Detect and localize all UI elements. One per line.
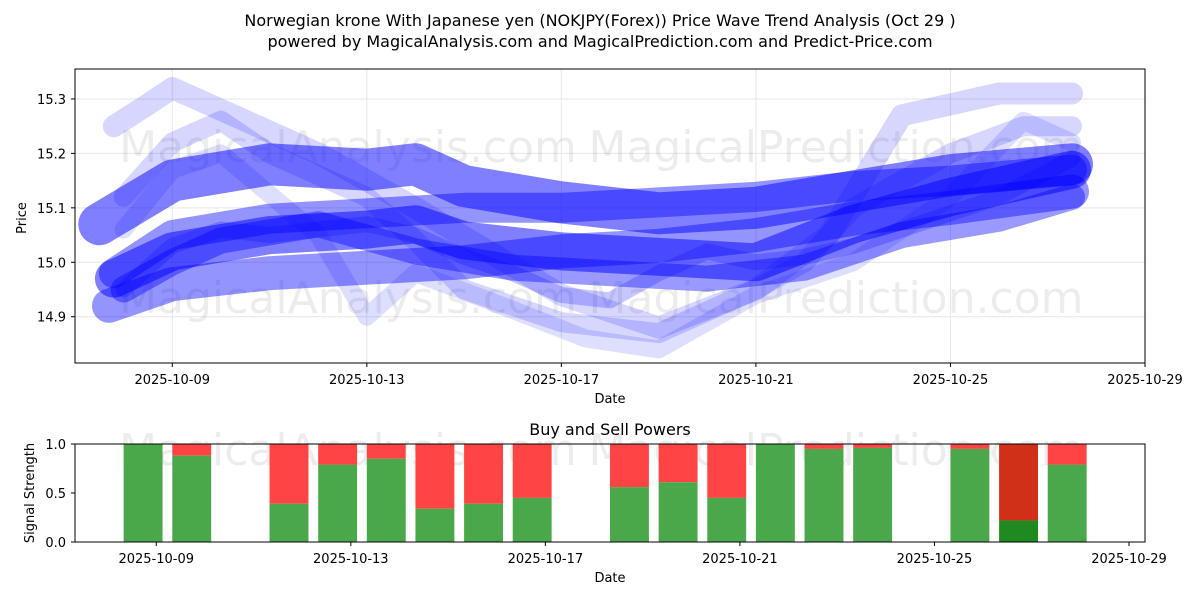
power-y-axis: 0.0 0.5 1.0: [45, 438, 75, 551]
price-x-tick-label-2: 2025-10-17: [524, 373, 600, 388]
power-chart-title: Buy and Sell Powers: [529, 420, 691, 439]
sell-power-bar-2: [269, 444, 309, 504]
price-wave-9: [115, 150, 1080, 309]
watermark-top-4: MagicalPrediction.com: [589, 273, 1084, 324]
price-wave-6: [102, 77, 1083, 339]
price-wave-3: [92, 174, 1089, 323]
sell-power-bar-7: [512, 444, 552, 498]
sell-power-bar-12: [804, 444, 844, 449]
power-x-tick-label-3: 2025-10-21: [702, 552, 778, 567]
sell-power-bar-8: [610, 444, 649, 488]
sell-power-bar-10: [707, 444, 747, 498]
power-y-axis-label: Signal Strength: [23, 443, 38, 543]
power-y-tick-label-2: 1.0: [45, 438, 66, 453]
price-wave-7: [113, 110, 1082, 344]
chart-title-line1: Norwegian krone With Japanese yen (NOKJP…: [244, 11, 955, 30]
sell-power-bar-3: [318, 444, 358, 465]
price-x-axis: 2025-10-09 2025-10-13 2025-10-17 2025-10-21…: [134, 363, 1183, 388]
price-y-tick-label-2: 15.1: [37, 202, 66, 217]
power-x-tick-label-0: 2025-10-09: [118, 552, 194, 567]
price-y-tick-label-1: 15.0: [37, 256, 66, 271]
buy-power-bar-14: [950, 448, 990, 542]
price-wave-series: [78, 77, 1093, 359]
price-x-axis-label: Date: [594, 392, 625, 407]
buy-power-bar-10: [707, 497, 747, 542]
sell-power-bar-9: [658, 444, 698, 483]
power-bars: [123, 444, 1087, 542]
price-wave-5: [110, 183, 1085, 303]
buy-power-bar-2: [269, 503, 309, 542]
price-wave-8: [114, 111, 1081, 359]
chart-title-line2: powered by MagicalAnalysis.com and Magic…: [267, 32, 932, 51]
buy-power-bar-1: [172, 455, 212, 542]
buy-power-bar-8: [610, 487, 649, 542]
sell-power-bar-13: [853, 444, 893, 448]
buy-power-bar-4: [366, 458, 406, 542]
buy-power-bar-15: [999, 520, 1038, 542]
buy-power-bar-16: [1047, 464, 1087, 542]
sell-power-bar-1: [172, 444, 212, 456]
power-x-tick-label-5: 2025-10-29: [1091, 552, 1167, 567]
sell-power-bar-6: [464, 444, 503, 504]
buy-power-bar-13: [853, 447, 893, 542]
power-y-tick-label-0: 0.0: [45, 536, 66, 551]
sell-power-bar-15: [999, 444, 1038, 521]
buy-power-bar-0: [123, 444, 163, 542]
price-x-tick-label-1: 2025-10-13: [329, 373, 405, 388]
price-x-tick-label-4: 2025-10-25: [913, 373, 989, 388]
buy-power-bar-5: [415, 508, 455, 542]
price-x-tick-label-3: 2025-10-21: [718, 373, 794, 388]
price-wave-2: [94, 150, 1091, 298]
power-x-tick-label-2: 2025-10-17: [508, 552, 584, 567]
price-wave-1: [78, 143, 1093, 246]
price-y-tick-label-0: 14.9: [37, 311, 66, 326]
sell-power-bar-4: [366, 444, 406, 459]
power-x-tick-label-1: 2025-10-13: [313, 552, 389, 567]
power-x-axis: 2025-10-09 2025-10-13 2025-10-17 2025-10-21…: [118, 542, 1167, 567]
buy-power-bar-3: [318, 464, 358, 542]
price-x-tick-label-5: 2025-10-29: [1107, 373, 1183, 388]
price-y-axis-label: Price: [15, 202, 30, 234]
watermark-top-3: MagicalAnalysis.com: [119, 273, 577, 324]
price-wave-4: [98, 154, 1087, 289]
power-y-tick-label-1: 0.5: [45, 487, 66, 502]
buy-power-bar-12: [804, 448, 844, 542]
price-y-tick-label-3: 15.2: [37, 147, 66, 162]
buy-power-bar-7: [512, 497, 552, 542]
power-x-axis-label: Date: [594, 571, 625, 586]
sell-power-bar-16: [1047, 444, 1087, 465]
price-x-tick-label-0: 2025-10-09: [134, 373, 210, 388]
power-x-tick-label-4: 2025-10-25: [897, 552, 973, 567]
buy-power-bar-9: [658, 482, 698, 542]
price-plot-frame: [74, 68, 1146, 364]
price-y-tick-label-4: 15.3: [37, 93, 66, 108]
buy-power-bar-6: [464, 503, 503, 542]
buy-power-bar-11: [755, 444, 795, 542]
price-y-axis: 14.9 15.0 15.1 15.2 15.3: [37, 93, 75, 326]
sell-power-bar-14: [950, 444, 990, 449]
sell-power-bar-5: [415, 444, 455, 509]
